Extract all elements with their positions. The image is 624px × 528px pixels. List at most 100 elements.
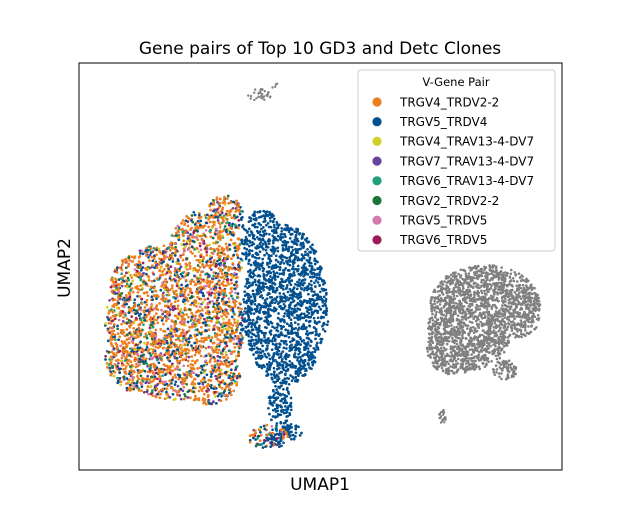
- cell-point: [297, 247, 301, 251]
- cell-point: [282, 292, 286, 296]
- cell-point: [265, 317, 269, 321]
- cell-point: [302, 323, 305, 326]
- cell-point: [467, 293, 471, 297]
- cell-point: [504, 297, 507, 301]
- cell-point: [275, 422, 279, 425]
- cell-point: [271, 86, 274, 89]
- cell-point: [186, 268, 189, 271]
- cell-point: [437, 358, 441, 362]
- cell-point: [287, 308, 290, 312]
- cell-point: [273, 370, 276, 374]
- cell-point: [503, 320, 506, 324]
- cell-point: [266, 321, 269, 325]
- cell-point: [243, 290, 247, 294]
- cell-point: [267, 265, 271, 269]
- cell-point: [442, 319, 446, 323]
- cell-point: [163, 330, 167, 333]
- cell-point: [434, 290, 437, 294]
- cell-point: [265, 210, 269, 213]
- cell-point: [480, 298, 483, 302]
- cell-point: [307, 356, 311, 359]
- cell-point: [306, 342, 310, 346]
- cell-point: [226, 197, 229, 200]
- cell-point: [466, 327, 469, 330]
- cell-point: [277, 377, 281, 381]
- cell-point: [472, 362, 475, 366]
- cell-point: [276, 265, 280, 269]
- cell-point: [535, 299, 539, 302]
- cell-point: [272, 306, 276, 310]
- cell-point: [299, 371, 302, 375]
- cell-point: [433, 334, 437, 338]
- cell-point: [296, 373, 300, 376]
- cell-point: [321, 283, 325, 286]
- cell-point: [255, 342, 258, 345]
- cell-point: [303, 253, 307, 257]
- cell-point: [455, 274, 458, 278]
- cell-point: [460, 349, 464, 352]
- cell-point: [504, 344, 507, 347]
- cell-point: [243, 246, 246, 250]
- cell-point: [500, 291, 504, 295]
- cell-point: [150, 295, 154, 299]
- cell-point: [289, 226, 293, 230]
- cell-point: [499, 363, 503, 367]
- cell-point: [493, 290, 497, 294]
- cell-point: [323, 329, 327, 333]
- cell-point: [253, 297, 257, 301]
- cell-point: [174, 227, 178, 230]
- cell-point: [307, 240, 311, 244]
- cell-point: [149, 354, 153, 357]
- cell-point: [255, 350, 259, 354]
- cell-point: [500, 277, 503, 280]
- cell-point: [279, 354, 283, 358]
- cell-point: [458, 288, 462, 292]
- cell-point: [307, 320, 311, 324]
- cell-point: [261, 296, 265, 300]
- cell-point: [500, 307, 503, 310]
- cell-point: [286, 269, 290, 272]
- cell-point: [514, 273, 517, 277]
- cell-point: [516, 327, 519, 331]
- cell-point: [485, 305, 489, 309]
- cell-point: [261, 257, 265, 261]
- cell-point: [120, 356, 124, 360]
- cell-point: [225, 398, 228, 401]
- cell-point: [308, 261, 312, 265]
- cell-point: [268, 232, 271, 236]
- cell-point: [213, 331, 217, 335]
- cell-point: [477, 353, 480, 357]
- cell-point: [512, 314, 516, 318]
- cell-point: [230, 294, 233, 298]
- cell-point: [507, 359, 511, 363]
- cell-point: [245, 310, 249, 313]
- cell-point: [426, 350, 430, 353]
- cell-point: [163, 314, 167, 318]
- cell-point: [250, 328, 254, 331]
- cell-point: [454, 301, 458, 305]
- cell-point: [489, 286, 493, 290]
- cell-point: [459, 326, 463, 329]
- cell-point: [284, 334, 288, 338]
- cell-point: [455, 317, 459, 321]
- cell-point: [523, 291, 526, 294]
- cell-point: [265, 370, 269, 373]
- cell-point: [445, 312, 449, 315]
- cell-point: [441, 282, 444, 286]
- cell-point: [448, 302, 452, 306]
- cell-point: [206, 297, 210, 301]
- cell-point: [535, 326, 538, 329]
- cell-point: [474, 319, 478, 323]
- cell-point: [265, 297, 269, 301]
- cell-point: [465, 337, 468, 341]
- cell-point: [446, 290, 449, 293]
- cell-point: [440, 337, 444, 341]
- cell-point: [474, 285, 478, 288]
- cell-point: [430, 332, 434, 336]
- cell-point: [467, 304, 471, 308]
- cell-point: [289, 321, 293, 325]
- cell-point: [495, 291, 499, 294]
- cell-point: [299, 243, 303, 247]
- cell-point: [218, 355, 222, 359]
- cell-point: [464, 272, 468, 276]
